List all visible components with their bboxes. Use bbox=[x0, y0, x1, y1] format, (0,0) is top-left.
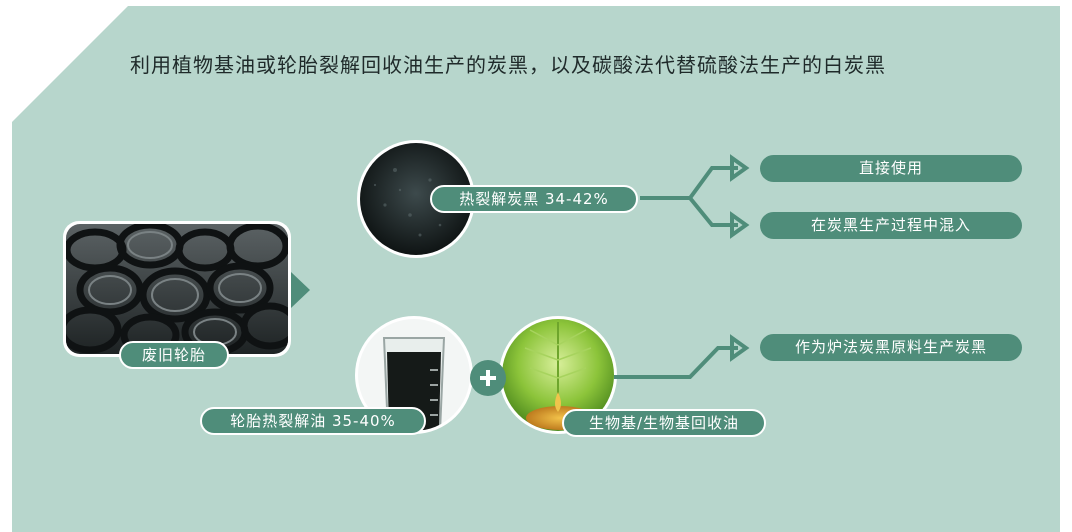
arrow-head-furnace bbox=[730, 334, 750, 362]
plus-icon bbox=[480, 370, 496, 386]
output-mix-in: 在炭黑生产过程中混入 bbox=[760, 212, 1022, 239]
carbon-black-connectors bbox=[640, 166, 738, 227]
oil-connector bbox=[614, 346, 738, 379]
bio-oil-photo bbox=[499, 316, 617, 434]
output-furnace-feedstock: 作为炉法炭黑原料生产炭黑 bbox=[760, 334, 1022, 361]
node-pyrolysis-oil: 轮胎热裂解油 35-40% bbox=[200, 407, 426, 435]
node-carbon-black: 热裂解炭黑 34-42% bbox=[430, 185, 638, 213]
page-title: 利用植物基油或轮胎裂解回收油生产的炭黑，以及碳酸法代替硫酸法生产的白炭黑 bbox=[130, 53, 886, 77]
node-waste-tires: 废旧轮胎 bbox=[119, 341, 229, 369]
node-bio-oil: 生物基/生物基回收油 bbox=[562, 409, 766, 437]
carbon-black-photo bbox=[357, 140, 475, 258]
output-direct-use: 直接使用 bbox=[760, 155, 1022, 182]
waste-tires-photo bbox=[63, 221, 291, 357]
tire-pointer bbox=[291, 272, 310, 308]
arrow-head-mix bbox=[730, 211, 750, 239]
background-panel bbox=[12, 6, 1060, 532]
arrow-head-direct bbox=[730, 154, 750, 182]
